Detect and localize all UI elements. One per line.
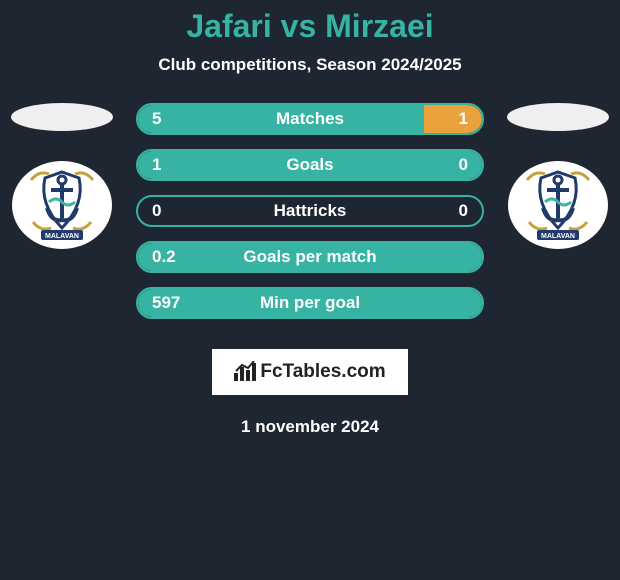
player-left-avatar-placeholder bbox=[11, 103, 113, 131]
stat-right-value: 1 bbox=[459, 109, 468, 129]
stat-label: Goals per match bbox=[138, 247, 482, 267]
comparison-row: MALAVAN 5Matches11Goals00Hattricks00.2Go… bbox=[0, 103, 620, 333]
player-right-avatar-placeholder bbox=[507, 103, 609, 131]
stat-label: Min per goal bbox=[138, 293, 482, 313]
stat-row: 597Min per goal bbox=[136, 287, 484, 319]
stat-row: 0.2Goals per match bbox=[136, 241, 484, 273]
chart-icon bbox=[234, 361, 256, 381]
footer: FcTables.com 1 november 2024 bbox=[0, 349, 620, 437]
subtitle: Club competitions, Season 2024/2025 bbox=[0, 55, 620, 75]
stat-right-value: 0 bbox=[459, 155, 468, 175]
badge-ribbon-text: MALAVAN bbox=[541, 233, 575, 240]
player-left-col: MALAVAN bbox=[8, 103, 116, 249]
page-title: Jafari vs Mirzaei bbox=[0, 8, 620, 45]
player-left-club-badge: MALAVAN bbox=[12, 161, 112, 249]
brand-label: FcTables.com bbox=[212, 349, 407, 395]
stat-row: 0Hattricks0 bbox=[136, 195, 484, 227]
badge-ribbon-text: MALAVAN bbox=[45, 233, 79, 240]
brand-text: FcTables.com bbox=[260, 361, 385, 382]
stat-label: Hattricks bbox=[138, 201, 482, 221]
anchor-badge-icon: MALAVAN bbox=[515, 166, 601, 244]
player-right-col: MALAVAN bbox=[504, 103, 612, 249]
player-right-club-badge: MALAVAN bbox=[508, 161, 608, 249]
stat-row: 1Goals0 bbox=[136, 149, 484, 181]
stat-label: Goals bbox=[138, 155, 482, 175]
anchor-badge-icon: MALAVAN bbox=[19, 166, 105, 244]
date-label: 1 november 2024 bbox=[0, 417, 620, 437]
stats-column: 5Matches11Goals00Hattricks00.2Goals per … bbox=[136, 103, 484, 333]
stat-right-value: 0 bbox=[459, 201, 468, 221]
stat-row: 5Matches1 bbox=[136, 103, 484, 135]
stat-label: Matches bbox=[138, 109, 482, 129]
